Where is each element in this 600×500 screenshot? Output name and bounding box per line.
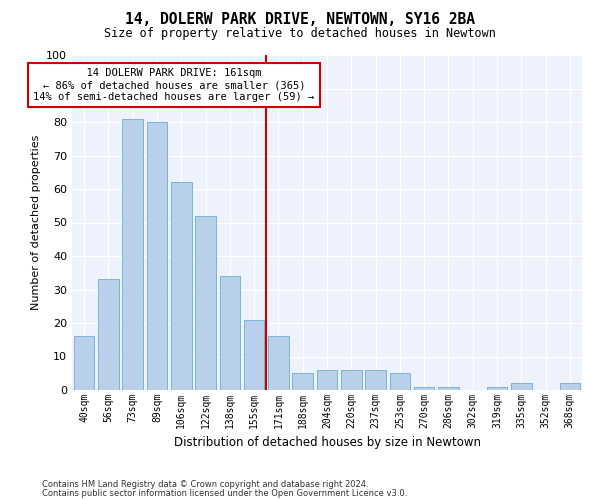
Bar [365,370,386,390]
Bar [220,276,240,390]
Bar [98,280,119,390]
Text: Contains public sector information licensed under the Open Government Licence v3: Contains public sector information licen… [42,489,407,498]
Bar [341,370,362,390]
Bar [74,336,94,390]
Bar [244,320,265,390]
Bar [414,386,434,390]
Text: 14 DOLERW PARK DRIVE: 161sqm  
← 86% of detached houses are smaller (365)
14% of: 14 DOLERW PARK DRIVE: 161sqm ← 86% of de… [34,68,314,102]
Bar [171,182,191,390]
Bar [317,370,337,390]
Bar [389,373,410,390]
Text: 14, DOLERW PARK DRIVE, NEWTOWN, SY16 2BA: 14, DOLERW PARK DRIVE, NEWTOWN, SY16 2BA [125,12,475,28]
Text: Size of property relative to detached houses in Newtown: Size of property relative to detached ho… [104,28,496,40]
Bar [195,216,216,390]
Bar [438,386,459,390]
Bar [292,373,313,390]
Bar [511,384,532,390]
Bar [122,118,143,390]
X-axis label: Distribution of detached houses by size in Newtown: Distribution of detached houses by size … [173,436,481,450]
Y-axis label: Number of detached properties: Number of detached properties [31,135,41,310]
Bar [560,384,580,390]
Text: Contains HM Land Registry data © Crown copyright and database right 2024.: Contains HM Land Registry data © Crown c… [42,480,368,489]
Bar [487,386,508,390]
Bar [146,122,167,390]
Bar [268,336,289,390]
